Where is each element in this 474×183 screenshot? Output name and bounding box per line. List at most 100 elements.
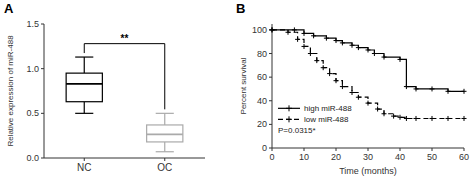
y-tick [269, 77, 272, 78]
x-axis-label: Time (months) [339, 166, 397, 176]
x-tick-label: 50 [427, 152, 437, 162]
y-tick [41, 158, 44, 159]
censor-mark [372, 51, 377, 56]
x-tick [400, 148, 401, 151]
significance-label: ** [121, 33, 129, 44]
censor-mark [350, 90, 355, 95]
y-tick-label: 20 [257, 119, 267, 129]
whisker-cap [156, 113, 174, 114]
censor-mark [292, 27, 297, 32]
censor-mark [404, 84, 409, 89]
censor-mark [321, 65, 326, 70]
y-tick-label: 0.0 [26, 153, 39, 163]
x-tick [84, 158, 85, 161]
censor-mark [302, 44, 307, 49]
whisker [84, 102, 85, 114]
y-axis-label: Percent survival [239, 57, 248, 114]
median [66, 83, 102, 85]
box [147, 125, 183, 142]
y-tick [41, 24, 44, 25]
censor-mark [462, 116, 467, 121]
censor-mark [350, 43, 355, 48]
panel-title: B [236, 1, 245, 16]
whisker-cap [75, 56, 93, 57]
median [147, 134, 183, 136]
legend-marker [286, 105, 292, 111]
censor-mark [462, 89, 467, 94]
y-tick-label: 0 [262, 143, 267, 153]
legend-marker [286, 116, 292, 122]
chart: A0.00.51.01.5NCOCRelative expression of … [0, 0, 474, 183]
x-tick-label: 60 [459, 152, 469, 162]
y-tick [269, 148, 272, 149]
y-tick [269, 100, 272, 101]
y-tick-label: 1.5 [26, 19, 39, 29]
x-tick-label: 10 [299, 152, 309, 162]
y-tick [41, 68, 44, 69]
y-tick-label: 60 [257, 72, 267, 82]
censor-mark [356, 95, 361, 100]
legend-label: high miR-488 [304, 104, 352, 113]
censor-mark [302, 31, 307, 36]
censor-mark [430, 116, 435, 121]
censor-mark [366, 47, 371, 52]
plot-area [66, 57, 183, 152]
x-axis [44, 158, 205, 159]
censor-mark [382, 111, 387, 116]
censor-mark [414, 116, 419, 121]
censor-mark [430, 86, 435, 91]
y-tick-label: 0.5 [26, 108, 39, 118]
censor-mark [327, 71, 332, 76]
x-tick [336, 148, 337, 151]
x-tick [164, 158, 165, 161]
x-tick [304, 148, 305, 151]
censor-mark [356, 45, 361, 50]
whisker-cap [156, 151, 174, 152]
censor-mark [398, 115, 403, 120]
censor-mark [295, 37, 300, 42]
censor-mark [334, 38, 339, 43]
x-tick-label: 30 [363, 152, 373, 162]
y-tick-label: 80 [257, 49, 267, 59]
x-tick-label: 0 [269, 152, 274, 162]
legend-label: low miR-488 [304, 115, 349, 124]
y-tick-label: 100 [252, 25, 267, 35]
x-tick [368, 148, 369, 151]
y-axis [44, 24, 45, 158]
x-tick [464, 148, 465, 151]
censor-mark [391, 114, 396, 119]
whisker-cap [75, 113, 93, 114]
censor-mark [270, 27, 275, 32]
y-tick [269, 124, 272, 125]
panel-title: A [4, 1, 14, 16]
censor-mark [311, 33, 316, 38]
x-tick-label: 40 [395, 152, 405, 162]
censor-mark [366, 101, 371, 106]
whisker [164, 142, 165, 152]
y-tick [41, 113, 44, 114]
x-tick [432, 148, 433, 151]
censor-mark [340, 84, 345, 89]
censor-mark [446, 116, 451, 121]
survival-curve [272, 30, 464, 91]
censor-mark [286, 30, 291, 35]
censor-mark [270, 27, 275, 32]
censor-mark [314, 58, 319, 63]
significance-bracket [84, 44, 165, 110]
y-axis [272, 24, 273, 148]
y-tick-label: 40 [257, 96, 267, 106]
censor-mark [404, 116, 409, 121]
survival-curve [272, 30, 464, 119]
censor-mark [375, 107, 380, 112]
censor-mark [398, 57, 403, 62]
censor-mark [382, 55, 387, 60]
y-tick [269, 53, 272, 54]
x-tick-label: 20 [331, 152, 341, 162]
plot-area [270, 27, 467, 121]
censor-mark [446, 89, 451, 94]
box [66, 73, 102, 102]
x-tick-label: NC [77, 162, 91, 173]
censor-mark [308, 51, 313, 56]
x-tick-label: OC [157, 162, 172, 173]
censor-mark [334, 78, 339, 83]
